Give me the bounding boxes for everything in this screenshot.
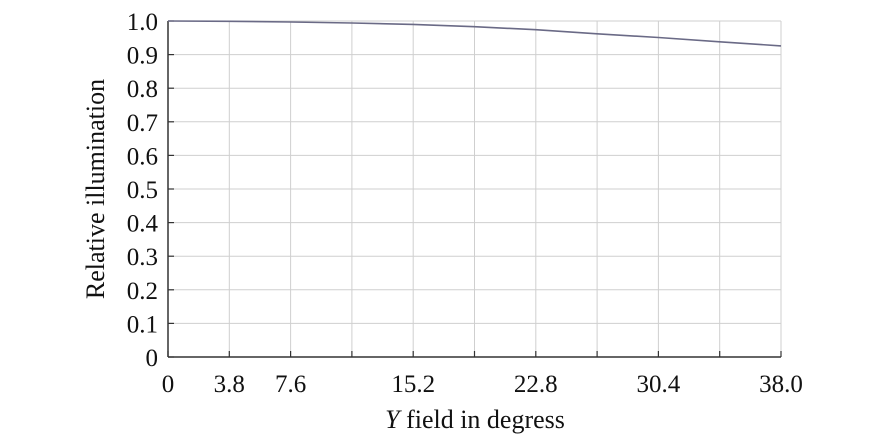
x-tick-label: 0 bbox=[162, 371, 175, 398]
y-tick-label: 0 bbox=[146, 345, 159, 372]
x-tick-label: 38.0 bbox=[759, 371, 803, 398]
series-layer bbox=[167, 20, 782, 47]
y-tick-label: 0.9 bbox=[127, 43, 158, 70]
y-tick-label: 0.1 bbox=[127, 311, 158, 338]
y-tick-label: 0.8 bbox=[127, 76, 158, 103]
y-tick-label: 1.0 bbox=[127, 9, 158, 36]
x-tick-label: 7.6 bbox=[275, 371, 306, 398]
x-tick-label: 15.2 bbox=[391, 371, 435, 398]
y-tick-label: 0.7 bbox=[127, 110, 158, 137]
x-tick-label: 30.4 bbox=[637, 371, 681, 398]
series-line bbox=[167, 20, 782, 47]
y-tick-label: 0.6 bbox=[127, 143, 158, 170]
y-tick-label: 0.2 bbox=[127, 278, 158, 305]
y-axis-title: Relative illumination bbox=[81, 79, 110, 299]
y-tick-labels: 0 0.1 0.2 0.3 0.4 0.5 0.6 0.7 0.8 0.9 1.0 bbox=[127, 9, 159, 372]
x-tick-labels: 0 3.8 7.6 15.2 22.8 30.4 38.0 bbox=[162, 371, 803, 398]
grid-layer bbox=[168, 20, 782, 357]
x-tick-label: 3.8 bbox=[214, 371, 245, 398]
x-axis-title: Y field in degress bbox=[385, 405, 565, 434]
axes-layer bbox=[167, 20, 782, 358]
x-axis-title-text: field in degress bbox=[400, 405, 565, 434]
y-tick-label: 0.4 bbox=[127, 211, 159, 238]
y-tick-label: 0.3 bbox=[127, 244, 158, 271]
x-tick-label: 22.8 bbox=[514, 371, 558, 398]
y-tick-label: 0.5 bbox=[127, 177, 158, 204]
x-axis-title-variable: Y bbox=[385, 405, 402, 434]
